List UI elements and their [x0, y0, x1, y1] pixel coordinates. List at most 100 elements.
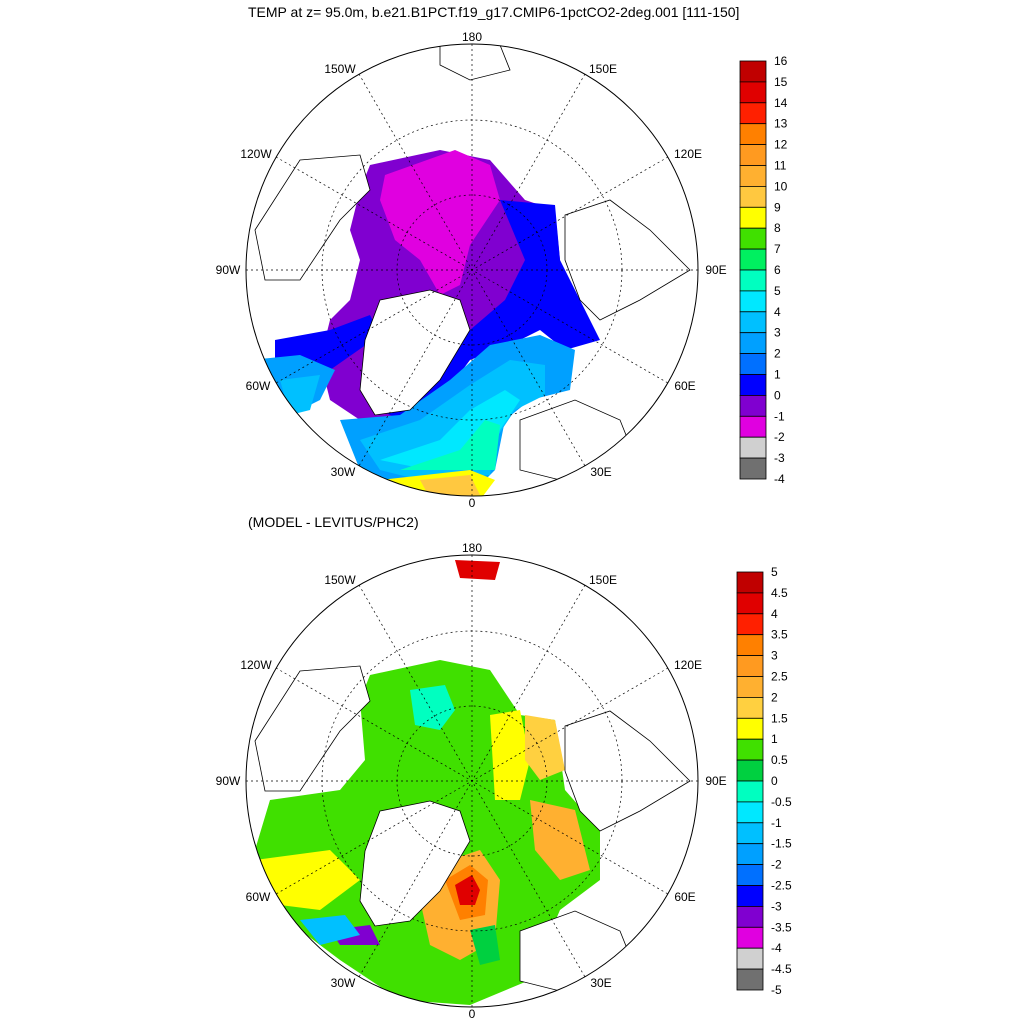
- top-colorbar-tick-label: -2: [774, 430, 785, 444]
- bottom-colorbar-swatch: [736, 759, 764, 782]
- lon-label-120w: 120W: [240, 147, 272, 161]
- lon-label-30w: 30W: [331, 976, 356, 990]
- top-colorbar-swatch: [739, 81, 767, 104]
- bottom-colorbar-swatch: [736, 926, 764, 949]
- siberia-land: [564, 710, 691, 832]
- bottom-colorbar: 5 4.5 4 3.5 3 2.5 2 1.5 1 0.5 0 -0.5 -1 -1.5 -2 -2.5 -3 -…: [736, 565, 792, 997]
- top-colorbar-swatch: [739, 436, 767, 459]
- lon-label-60w: 60W: [246, 379, 271, 393]
- top-map-border: [245, 43, 699, 497]
- top-colorbar-swatch: [739, 290, 767, 313]
- bottom-colorbar-swatch: [736, 947, 764, 970]
- lon-label-60e: 60E: [674, 379, 695, 393]
- top-colorbar-swatch: [739, 415, 767, 438]
- bottom-map-title: (MODEL - LEVITUS/PHC2): [248, 514, 419, 530]
- lon-label-30e: 30E: [590, 976, 611, 990]
- top-colorbar-swatch: [739, 269, 767, 292]
- top-colorbar-swatch: [739, 144, 767, 166]
- bottom-polar-map: 180 150W 150E 120W 120E 90W 90E 60W 60E …: [216, 541, 727, 1021]
- bottom-colorbar-tick-label: -4: [771, 941, 782, 955]
- top-colorbar-swatch: [739, 353, 767, 375]
- top-colorbar-tick-label: 5: [774, 284, 781, 298]
- top-colorbar-swatch: [739, 185, 767, 208]
- top-colorbar-swatch: [739, 123, 767, 145]
- top-colorbar-tick-label: -3: [774, 451, 785, 465]
- bottom-colorbar-tick-label: 4.5: [771, 586, 788, 600]
- lon-label-60w: 60W: [246, 890, 271, 904]
- bottom-colorbar-tick-label: -1.5: [771, 837, 792, 851]
- top-colorbar-tick-label: 10: [774, 179, 788, 193]
- lon-label-120e: 120E: [674, 658, 702, 672]
- bottom-colorbar-swatch: [736, 571, 764, 594]
- bottom-colorbar-swatch: [736, 843, 764, 866]
- lon-label-90e: 90E: [705, 263, 726, 277]
- top-colorbar-tick-label: 1: [774, 368, 781, 382]
- top-colorbar-swatch: [739, 227, 767, 250]
- top-colorbar-swatch: [739, 248, 767, 271]
- top-colorbar-tick-label: 16: [774, 54, 788, 68]
- top-colorbar-tick-label: 6: [774, 263, 781, 277]
- bottom-colorbar-swatch: [736, 822, 764, 845]
- top-colorbar-swatch: [739, 457, 767, 480]
- bottom-colorbar-tick-label: 4: [771, 607, 778, 621]
- top-colorbar-swatch: [739, 102, 767, 125]
- bottom-colorbar-tick-label: -3.5: [771, 920, 792, 934]
- top-colorbar-tick-label: 11: [774, 159, 787, 173]
- bottom-colorbar-tick-label: 2: [771, 690, 778, 704]
- north-america-land: [254, 154, 371, 281]
- bottom-colorbar-swatch: [736, 864, 764, 886]
- bottom-colorbar-swatch: [736, 676, 764, 698]
- bottom-colorbar-tick-label: -2: [771, 858, 782, 872]
- lon-label-30e: 30E: [590, 465, 611, 479]
- bottom-colorbar-tick-label: -5: [771, 983, 782, 997]
- top-colorbar-tick-label: 0: [774, 388, 781, 402]
- bottom-colorbar-swatch: [736, 613, 764, 636]
- top-colorbar-tick-label: 15: [774, 75, 788, 89]
- bottom-colorbar-swatch: [736, 801, 764, 824]
- bottom-colorbar-tick-label: 1: [771, 732, 778, 746]
- bottom-colorbar-swatch: [736, 738, 764, 761]
- lon-label-120w: 120W: [240, 658, 272, 672]
- bottom-colorbar-swatch: [736, 697, 764, 719]
- bottom-colorbar-swatch: [736, 592, 764, 615]
- top-colorbar-tick-label: -1: [774, 409, 785, 423]
- top-colorbar-tick-label: -4: [774, 472, 785, 486]
- bottom-colorbar-tick-label: 3: [771, 649, 778, 663]
- bottom-colorbar-swatch: [736, 655, 764, 677]
- lon-label-90w: 90W: [216, 263, 241, 277]
- top-colorbar-tick-label: 2: [774, 347, 781, 361]
- lon-label-0: 0: [469, 1007, 476, 1021]
- lon-label-90e: 90E: [705, 774, 726, 788]
- lon-label-150e: 150E: [589, 62, 617, 76]
- bottom-colorbar-tick-label: -2.5: [771, 879, 792, 893]
- top-colorbar-swatch: [739, 374, 767, 396]
- bottom-colorbar-tick-label: 1.5: [771, 711, 788, 725]
- north-america-land: [254, 665, 371, 792]
- bottom-colorbar-tick-label: 0.5: [771, 753, 788, 767]
- lon-label-180: 180: [462, 541, 482, 555]
- top-colorbar-tick-label: 9: [774, 200, 781, 214]
- bottom-colorbar-tick-label: 2.5: [771, 670, 788, 684]
- bottom-colorbar-swatch: [736, 885, 764, 907]
- lon-label-30w: 30W: [331, 465, 356, 479]
- top-colorbar-tick-label: 3: [774, 326, 781, 340]
- lon-label-180: 180: [462, 30, 482, 44]
- bottom-colorbar-tick-label: -3: [771, 899, 782, 913]
- bottom-colorbar-swatch: [736, 717, 764, 740]
- top-map-title: TEMP at z= 95.0m, b.e21.B1PCT.f19_g17.CM…: [248, 4, 740, 20]
- top-colorbar-swatch: [739, 60, 767, 83]
- bottom-colorbar-tick-label: -0.5: [771, 795, 792, 809]
- bottom-colorbar-tick-label: 5: [771, 565, 778, 579]
- top-polar-map: 180 150W 150E 120W 120E 90W 90E 60W 60E …: [216, 30, 727, 510]
- top-colorbar-swatch: [739, 394, 767, 417]
- bottom-colorbar-swatch: [736, 634, 764, 657]
- top-colorbar-swatch: [739, 165, 767, 187]
- lon-label-150w: 150W: [324, 573, 356, 587]
- bottom-colorbar-tick-label: -4.5: [771, 962, 792, 976]
- top-colorbar-swatch: [739, 311, 767, 334]
- lon-label-150w: 150W: [324, 62, 356, 76]
- top-colorbar-tick-label: 4: [774, 305, 781, 319]
- lon-label-90w: 90W: [216, 774, 241, 788]
- bottom-colorbar-tick-label: 3.5: [771, 628, 788, 642]
